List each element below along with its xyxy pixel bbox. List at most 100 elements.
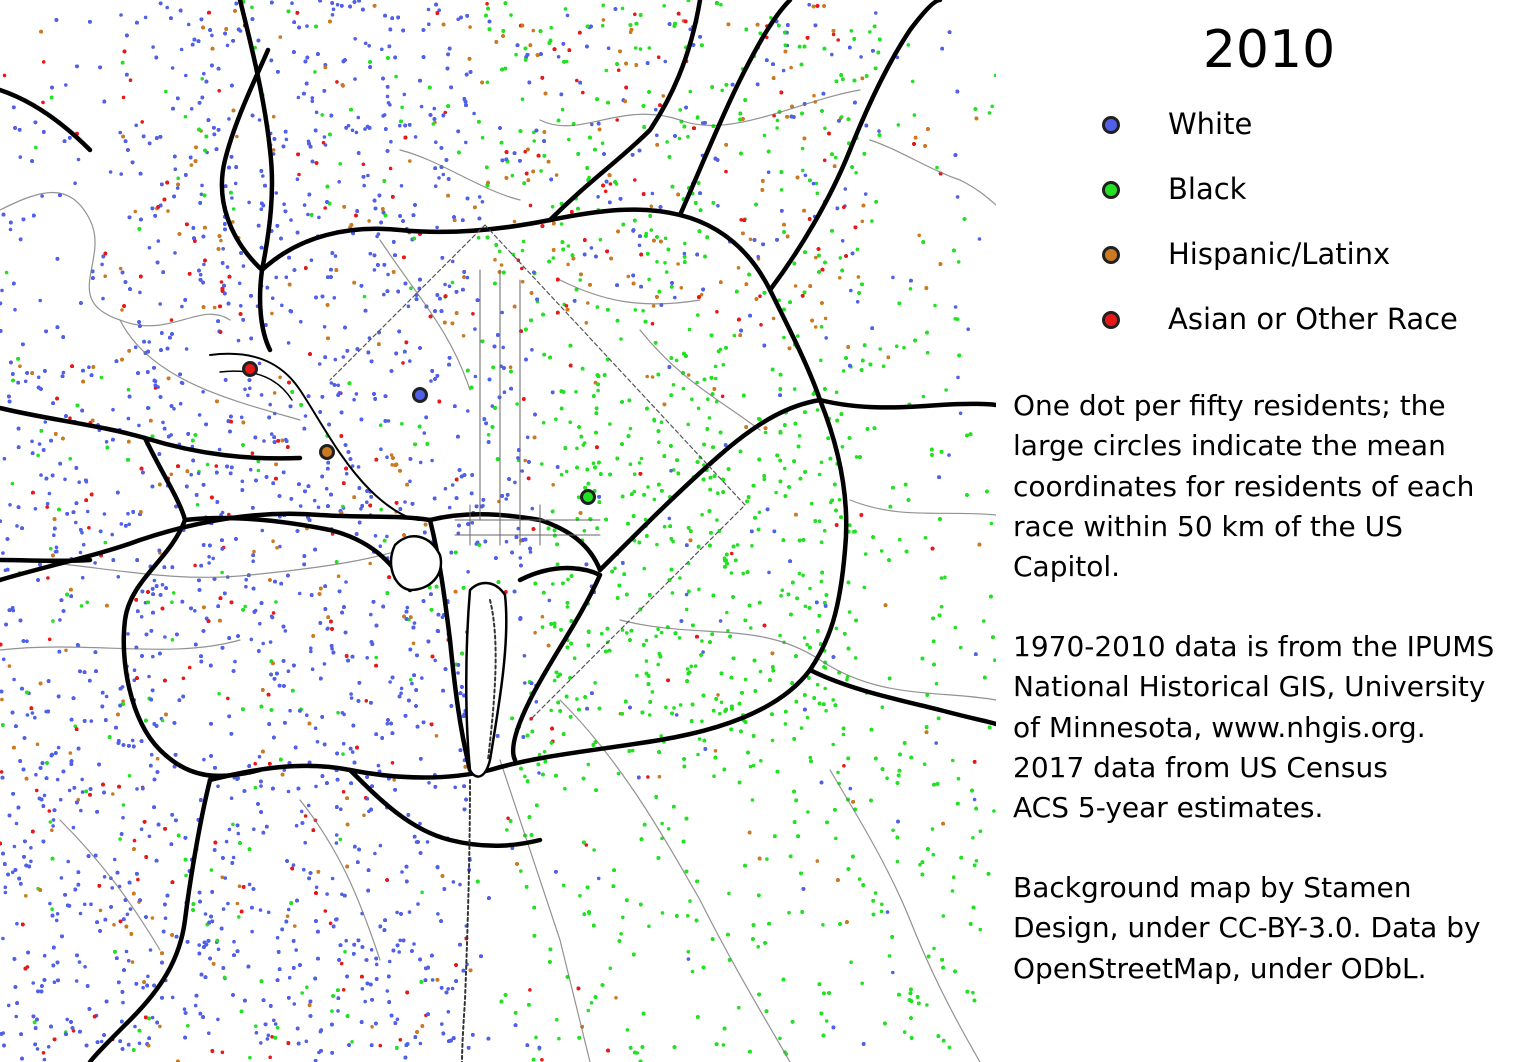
resident-dot	[2, 456, 7, 461]
resident-dot	[506, 816, 510, 821]
resident-dot	[260, 528, 265, 533]
resident-dot	[664, 270, 669, 274]
resident-dot	[575, 78, 579, 83]
resident-dot	[885, 910, 890, 914]
resident-dot	[540, 625, 545, 629]
resident-dot	[775, 126, 779, 130]
resident-dot	[111, 792, 115, 796]
resident-dot	[219, 238, 223, 243]
resident-dot	[23, 379, 28, 384]
resident-dot	[656, 627, 660, 632]
resident-dot	[453, 785, 458, 790]
resident-dot	[480, 135, 485, 140]
resident-dot	[582, 529, 587, 533]
resident-dot	[451, 880, 456, 884]
resident-dot	[164, 89, 168, 94]
resident-dot	[361, 162, 366, 167]
resident-dot	[811, 181, 816, 186]
resident-dot	[195, 503, 200, 507]
resident-dot	[431, 122, 436, 126]
resident-dot	[958, 645, 963, 650]
resident-dot	[207, 1031, 211, 1035]
resident-dot	[480, 200, 485, 204]
resident-dot	[815, 859, 820, 863]
resident-dot	[891, 970, 895, 975]
resident-dot	[0, 288, 4, 293]
resident-dot	[329, 381, 334, 385]
resident-dot	[458, 882, 462, 887]
resident-dot	[244, 577, 248, 582]
resident-dot	[275, 546, 279, 550]
resident-dot	[360, 987, 365, 991]
resident-dot	[767, 570, 771, 575]
resident-dot	[340, 892, 344, 897]
resident-dot	[748, 764, 753, 769]
resident-dot	[554, 417, 558, 422]
resident-dot	[566, 262, 570, 267]
resident-dot	[807, 2, 811, 7]
resident-dot	[398, 938, 403, 943]
resident-dot	[332, 296, 337, 300]
resident-dot	[693, 664, 698, 668]
resident-dot	[578, 894, 582, 898]
resident-dot	[78, 550, 83, 555]
resident-dot	[687, 327, 692, 332]
resident-dot	[584, 843, 589, 847]
resident-dot	[76, 157, 81, 162]
resident-dot	[186, 1024, 190, 1028]
resident-dot	[783, 722, 788, 726]
resident-dot	[380, 47, 384, 52]
resident-dot	[137, 1041, 142, 1046]
resident-dot	[646, 485, 650, 489]
resident-dot	[841, 369, 846, 373]
resident-dot	[274, 191, 279, 195]
resident-dot	[450, 280, 455, 285]
resident-dot	[446, 987, 451, 991]
resident-dot	[155, 756, 160, 761]
resident-dot	[220, 875, 225, 879]
resident-dot	[79, 808, 83, 813]
resident-dot	[61, 370, 66, 375]
resident-dot	[126, 958, 131, 963]
resident-dot	[370, 1025, 374, 1029]
resident-dot	[713, 364, 718, 369]
resident-dot	[130, 738, 135, 743]
resident-dot	[540, 462, 544, 466]
resident-dot	[561, 883, 566, 888]
resident-dot	[425, 840, 430, 844]
resident-dot	[855, 247, 860, 252]
resident-dot	[163, 916, 168, 920]
resident-dot	[419, 104, 424, 109]
resident-dot	[50, 828, 54, 832]
resident-dot	[651, 304, 656, 308]
resident-dot	[657, 440, 661, 445]
resident-dot	[456, 531, 461, 536]
resident-dot	[686, 914, 690, 918]
resident-dot	[300, 991, 305, 995]
resident-dot	[216, 1017, 220, 1022]
resident-dot	[77, 480, 81, 485]
resident-dot	[344, 938, 349, 943]
resident-dot	[576, 495, 581, 500]
resident-dot	[173, 167, 178, 171]
resident-dot	[161, 420, 165, 425]
resident-dot	[408, 359, 412, 363]
resident-dot	[464, 140, 468, 145]
resident-dot	[136, 877, 140, 882]
resident-dot	[513, 480, 517, 485]
resident-dot	[110, 532, 114, 537]
resident-dot	[540, 614, 545, 619]
resident-dot	[232, 939, 236, 944]
resident-dot	[519, 869, 523, 873]
resident-dot	[324, 486, 329, 491]
resident-dot	[41, 60, 46, 64]
resident-dot	[296, 95, 301, 100]
resident-dot	[38, 298, 42, 303]
resident-dot	[180, 381, 185, 386]
resident-dot	[362, 294, 367, 299]
resident-dot	[450, 986, 455, 991]
resident-dot	[716, 693, 720, 697]
resident-dot	[848, 786, 853, 791]
resident-dot	[121, 815, 125, 820]
resident-dot	[374, 655, 379, 660]
